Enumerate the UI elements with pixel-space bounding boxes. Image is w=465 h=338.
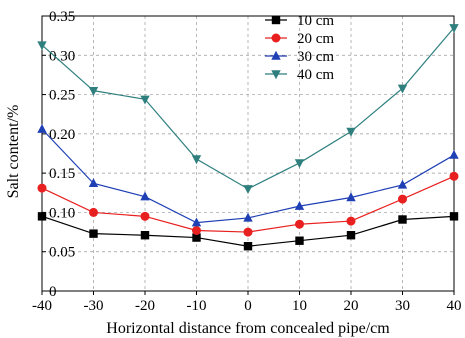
data-point (243, 185, 253, 195)
y-tick-label: 0.20 (49, 127, 75, 143)
data-point (295, 236, 304, 245)
data-point (243, 212, 253, 222)
legend-label: 40 cm (297, 67, 334, 83)
data-point (37, 41, 47, 51)
data-point (191, 217, 202, 227)
legend-marker (271, 70, 281, 80)
data-point (294, 159, 305, 169)
y-axis-label: Salt content/% (5, 105, 22, 199)
legend-entry: 20 cm (265, 31, 334, 47)
data-point (294, 200, 305, 210)
data-point (449, 171, 459, 181)
y-tick-label: 0.05 (49, 245, 75, 261)
data-point (88, 86, 99, 96)
legend-marker (271, 33, 281, 43)
data-point (346, 192, 356, 202)
x-tick-label: 40 (447, 298, 462, 314)
data-point (191, 155, 202, 165)
y-tick-label: 0.35 (49, 9, 75, 25)
data-point (449, 212, 459, 221)
x-tick-label: 0 (244, 298, 252, 314)
data-point (397, 84, 408, 94)
x-tick-label: -20 (135, 298, 155, 314)
y-tick-label: 0 (49, 284, 57, 300)
data-point (449, 24, 459, 33)
data-point (192, 226, 201, 235)
data-point (37, 183, 47, 193)
series-2 (37, 171, 459, 237)
legend-label: 20 cm (297, 31, 334, 47)
data-point (89, 207, 98, 217)
data-point (140, 211, 150, 221)
data-point (140, 95, 150, 105)
y-tick-label: 0.25 (49, 88, 75, 104)
x-tick-label: -40 (32, 298, 52, 314)
axis-ticks: -40 -30 -20 -10 0 10 20 30 40 0 0.05 0.10 0.15 0.20 0.… (32, 9, 462, 314)
data-point (192, 233, 201, 242)
data-point (346, 127, 356, 137)
data-point (398, 215, 407, 224)
x-tick-label: -30 (84, 298, 104, 314)
legend-marker (271, 50, 281, 60)
legend-marker (271, 15, 281, 25)
data-point (243, 242, 253, 251)
x-tick-label: 30 (395, 298, 410, 314)
legend-entry: 10 cm (265, 13, 334, 29)
data-point (397, 179, 408, 189)
y-tick-label: 0.10 (49, 205, 75, 221)
legend-entry: 40 cm (265, 67, 334, 83)
data-point (37, 212, 47, 221)
series-4 (37, 24, 459, 195)
y-tick-label: 0.30 (49, 48, 75, 64)
x-tick-label: 20 (344, 298, 359, 314)
data-point (89, 229, 98, 238)
data-point (346, 231, 356, 240)
data-point (140, 191, 150, 201)
series-1 (37, 212, 459, 251)
x-tick-label: 10 (292, 298, 307, 314)
data-point (140, 231, 150, 240)
data-point (295, 219, 304, 229)
data-point (88, 178, 99, 188)
series-3 (37, 123, 459, 227)
legend-label: 10 cm (297, 13, 334, 29)
series-group (37, 24, 459, 251)
legend-entry: 30 cm (265, 49, 334, 65)
x-axis-label: Horizontal distance from concealed pipe/… (106, 320, 390, 337)
x-tick-label: -10 (187, 298, 207, 314)
legend: 10 cm 20 cm 30 cm 40 cm (265, 13, 334, 83)
data-point (398, 194, 407, 204)
data-point (37, 123, 47, 133)
data-point (449, 149, 459, 159)
data-point (243, 227, 253, 237)
y-tick-label: 0.15 (49, 166, 75, 182)
legend-label: 30 cm (297, 49, 334, 65)
data-point (346, 216, 356, 226)
